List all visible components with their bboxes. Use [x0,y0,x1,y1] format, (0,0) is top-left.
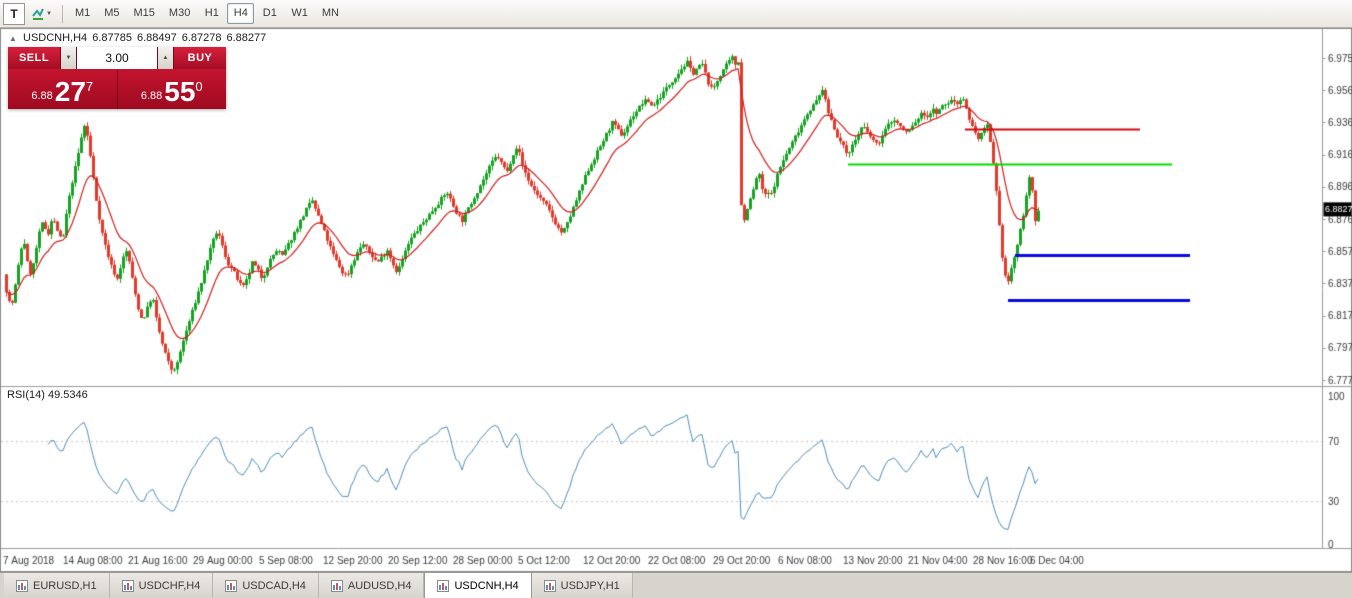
lot-decrease-button[interactable]: ▼ [61,47,76,69]
tab-label: AUDUSD,H4 [347,579,412,592]
tab-audusd-h4[interactable]: AUDUSD,H4 [318,573,425,598]
rsi-indicator-label: RSI(14) 49.5346 [7,389,88,401]
chart-tab-icon [543,579,556,592]
tf-button-h1[interactable]: H1 [198,3,225,24]
lot-size-input[interactable] [77,47,157,69]
low-value: 6.87278 [181,32,222,44]
crosshair-tool-icon [32,8,44,20]
chart-canvas[interactable] [0,28,1352,573]
tab-usdjpy-h1[interactable]: USDJPY,H1 [531,573,633,598]
buy-quote[interactable]: 6.88 55 0 [118,69,227,109]
tab-label: USDCAD,H4 [242,579,306,592]
close-value: 6.88277 [226,32,267,44]
sell-price-big: 27 [54,76,86,107]
tab-usdcad-h4[interactable]: USDCAD,H4 [213,573,319,598]
buy-button[interactable]: BUY [174,47,226,69]
chart-tab-icon [16,579,28,592]
tf-button-w1[interactable]: W1 [285,3,314,24]
tf-button-h4[interactable]: H4 [227,3,255,24]
chart-tab-icon [121,579,134,592]
tf-button-m1[interactable]: M1 [69,3,96,24]
sell-quote[interactable]: 6.88 27 7 [8,69,117,109]
sell-button[interactable]: SELL [8,47,60,69]
tf-button-mn[interactable]: MN [316,3,345,24]
quote-divider [116,69,118,109]
chart-tab-bar: EURUSD,H1 USDCHF,H4 USDCAD,H4 AUDUSD,H4 … [0,572,1352,598]
tab-label: EURUSD,H1 [33,579,97,592]
chart-tab-icon [225,579,238,592]
tab-eurusd-h1[interactable]: EURUSD,H1 [4,573,110,598]
lot-increase-button[interactable]: ▲ [158,47,173,69]
one-click-toggle-icon[interactable]: ▲ [9,34,17,43]
tf-button-m15[interactable]: M15 [128,3,161,24]
buy-price-sup: 0 [195,79,203,94]
window-menu-button[interactable]: T [3,2,25,25]
tab-usdcnh-h4[interactable]: USDCNH,H4 [424,573,532,598]
tf-button-m5[interactable]: M5 [98,3,125,24]
toolbar-separator [61,4,63,23]
chart-tab-icon [330,579,343,592]
tab-label: USDJPY,H1 [560,579,620,592]
chart-ohlc-header: USDCNH,H4 6.87785 6.88497 6.87278 6.88277 [23,32,271,44]
chart-tools-button[interactable]: ▼ [27,2,56,25]
buy-price-big: 55 [164,76,196,107]
tab-label: USDCNH,H4 [454,579,519,592]
tab-label: USDCHF,H4 [138,579,201,592]
open-value: 6.87785 [92,32,132,44]
chart-tab-icon [437,579,450,592]
buy-price-prefix: 6.88 [140,90,163,102]
timeframe-toolbar: T ▼ M1 M5 M15 M30 H1 H4 D1 W1 MN [0,0,1352,28]
tf-button-d1[interactable]: D1 [256,3,283,24]
chevron-down-icon: ▼ [46,10,52,17]
tf-button-m30[interactable]: M30 [163,3,196,24]
high-value: 6.88497 [136,32,177,44]
symbol-label: USDCNH,H4 [23,32,88,44]
tab-usdchf-h4[interactable]: USDCHF,H4 [109,573,214,598]
sell-price-sup: 7 [85,79,94,94]
sell-price-prefix: 6.88 [31,90,53,102]
